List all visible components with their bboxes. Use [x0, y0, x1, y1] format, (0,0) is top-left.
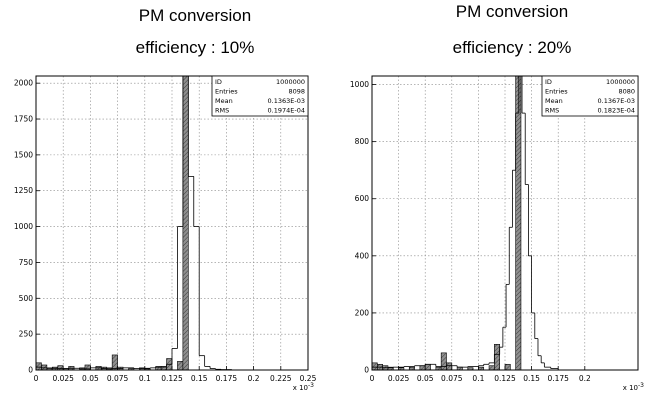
stats-box: ID 1000000 Entries 8080 Mean 0.1367E-03 RMS 0.1…: [541, 75, 639, 117]
y-tick-label: 0: [364, 366, 369, 375]
x-tick-label: 0.2: [248, 374, 260, 383]
hatched-bar: [424, 363, 431, 371]
y-tick-label: 750: [19, 258, 34, 267]
hatched-bar: [504, 363, 511, 371]
hatched-bar: [182, 75, 189, 371]
hatched-bar: [177, 361, 184, 371]
y-tick-label: 200: [355, 308, 370, 317]
stats-label: RMS: [545, 107, 559, 115]
stats-value: 0.1363E-03: [268, 97, 305, 105]
x-axis-unit-label: x 10-3: [293, 382, 314, 392]
hatched-bar: [515, 75, 522, 371]
y-tick-label: 600: [355, 194, 370, 203]
stats-value: 0.1974E-04: [268, 107, 305, 115]
y-tick-label: 1000: [350, 80, 369, 89]
x-tick-label: 0.025: [52, 374, 74, 383]
stats-value: 8098: [288, 88, 305, 96]
y-tick-label: 0: [28, 366, 33, 375]
stats-box: ID 1000000 Entries 8098 Mean 0.1363E-03 RMS 0.1…: [211, 75, 309, 117]
histogram-plot-10pct: 0 0.025 0.05 0.075 0.1 0.125 0.15 0.175 0.2 0.225…: [14, 75, 317, 392]
hatched-bar: [494, 344, 500, 371]
hatched-bar: [419, 365, 426, 371]
hatched-bar: [446, 362, 453, 371]
x-tick-label: 0.15: [523, 374, 540, 383]
x-tick-label: 0.175: [216, 374, 238, 383]
x-tick-label: 0.15: [191, 374, 208, 383]
y-tick-label: 2000: [14, 79, 33, 88]
stats-label: RMS: [215, 107, 229, 115]
x-tick-label: 0.125: [161, 374, 183, 383]
x-tick-label: 0.225: [270, 374, 292, 383]
stats-value: 1000000: [606, 78, 635, 86]
x-tick-label: 0.05: [82, 374, 99, 383]
x-tick-label: 0.2: [579, 374, 591, 383]
stats-box-frame: [211, 75, 309, 117]
x-tick-label: 0.075: [441, 374, 463, 383]
x-tick-label: 0: [370, 374, 375, 383]
right-caption-line1: PM conversion: [455, 2, 569, 21]
y-tick-label: 250: [19, 330, 34, 339]
y-tick-label: 500: [19, 294, 34, 303]
x-axis-unit-label: x 10-3: [623, 382, 644, 392]
hatched-bar: [111, 354, 118, 371]
stats-value: 8080: [618, 88, 635, 96]
stats-box-frame: [541, 75, 639, 117]
stats-value: 1000000: [276, 78, 305, 86]
y-tick-label: 1250: [14, 186, 33, 195]
stats-label: ID: [215, 78, 222, 86]
hatched-bar: [57, 365, 64, 371]
x-tick-label: 0.1: [139, 374, 151, 383]
stats-label: Mean: [215, 97, 233, 105]
left-caption-line1: PM conversion: [138, 6, 252, 25]
x-tick-label: 0.025: [388, 374, 410, 383]
stats-label: Entries: [545, 88, 568, 96]
y-tick-label: 400: [355, 251, 370, 260]
stats-label: ID: [545, 78, 552, 86]
y-tick-label: 1500: [14, 150, 33, 159]
left-caption-line2: efficiency : 10%: [135, 38, 255, 57]
histogram-plot-20pct: 0 0.025 0.05 0.075 0.1 0.125 0.15 0.175 0.2 0 200 4…: [350, 75, 644, 392]
stats-label: Mean: [545, 97, 563, 105]
x-tick-label: 0: [34, 374, 39, 383]
x-tick-label: 0.05: [417, 374, 434, 383]
hatched-bar: [371, 362, 378, 371]
hatched-bar: [440, 352, 447, 371]
x-tick-label: 0.175: [547, 374, 569, 383]
x-tick-label: 0.075: [107, 374, 129, 383]
stats-value: 0.1823E-04: [598, 107, 635, 115]
y-tick-label: 800: [355, 137, 370, 146]
right-caption-line2: efficiency : 20%: [452, 38, 572, 57]
x-tick-label: 0.25: [300, 374, 317, 383]
stats-label: Entries: [215, 88, 238, 96]
y-tick-label: 1750: [14, 115, 33, 124]
stats-value: 0.1367E-03: [598, 97, 635, 105]
x-tick-label: 0.1: [472, 374, 484, 383]
x-tick-label: 0.125: [494, 374, 516, 383]
hatched-bar: [35, 362, 42, 371]
y-tick-label: 1000: [14, 222, 33, 231]
hatched-bar: [488, 365, 495, 371]
